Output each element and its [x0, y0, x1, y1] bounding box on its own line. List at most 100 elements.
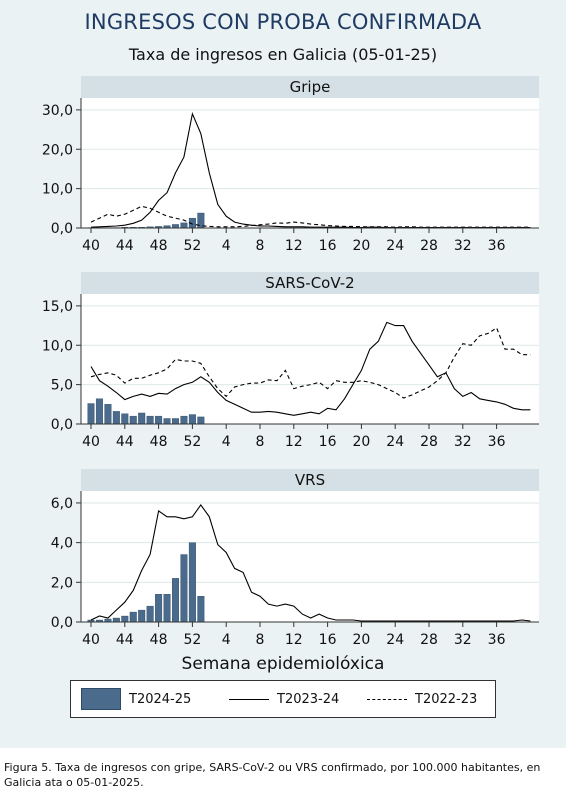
vrs-bar: [197, 596, 205, 623]
vrs-line-solid: [90, 503, 531, 622]
sars-cov-2-bar: [197, 416, 205, 425]
sars-cov-2-x-tick-label: 40: [82, 434, 100, 450]
vrs-bar: [146, 605, 154, 623]
legend-label-dashed: T2022-23: [415, 691, 478, 707]
gripe-x-tick-label: 24: [386, 238, 404, 254]
sars-cov-2-line-dashed: [90, 327, 531, 399]
sars-cov-2-plot-bg: [81, 294, 539, 424]
sars-cov-2-x-tick-label: 16: [319, 434, 337, 450]
gripe-y-tick-label: 10,0: [42, 182, 73, 198]
sars-cov-2-y-tick-label: 5,0: [51, 378, 73, 394]
sars-cov-2-x-tick-label: 44: [116, 434, 134, 450]
sars-cov-2-bar: [121, 413, 129, 425]
gripe-line-dashed: [90, 205, 531, 228]
sars-cov-2-x-tick-label: 4: [222, 434, 231, 450]
sars-cov-2-bar: [171, 418, 179, 425]
sars-cov-2-x-tick-label: 32: [454, 434, 472, 450]
vrs-bar: [121, 615, 129, 623]
gripe-y-tick-label: 0,0: [51, 221, 73, 237]
vrs-panel-title: VRS: [295, 471, 325, 489]
vrs-x-tick-label: 20: [352, 632, 370, 648]
vrs-x-tick-label: 24: [386, 632, 404, 648]
vrs-y-tick-label: 0,0: [51, 615, 73, 631]
vrs-x-tick-label: 8: [256, 632, 265, 648]
sars-cov-2-bar: [129, 415, 137, 425]
sars-cov-2-bar: [112, 411, 120, 425]
caption-line-2: Galicia ata o 05-01-2025.: [4, 776, 144, 789]
gripe-x-tick-label: 36: [488, 238, 506, 254]
vrs-bar: [188, 542, 196, 623]
gripe-x-tick-label: 40: [82, 238, 100, 254]
vrs-x-tick-label: 40: [82, 632, 100, 648]
sars-cov-2-x-tick-label: 36: [488, 434, 506, 450]
legend-item-solid: T2023-24: [229, 681, 339, 717]
sars-cov-2-y-tick-label: 15,0: [42, 299, 73, 315]
vrs-x-tick-label: 32: [454, 632, 472, 648]
sars-cov-2-x-tick-label: 28: [420, 434, 438, 450]
legend-swatch-dashed: [367, 698, 407, 700]
sars-cov-2-panel-title: SARS-CoV-2: [265, 274, 354, 292]
gripe-bar: [171, 224, 179, 229]
gripe-y-tick-label: 30,0: [42, 103, 73, 119]
legend-swatch-solid: [229, 698, 269, 700]
vrs-bar: [180, 554, 188, 623]
gripe-x-tick-label: 8: [256, 238, 265, 254]
sars-cov-2-bar: [155, 415, 163, 425]
gripe-y-tick-label: 20,0: [42, 142, 73, 158]
gripe-x-tick-label: 32: [454, 238, 472, 254]
vrs-x-tick-label: 12: [285, 632, 303, 648]
gripe-strip: [81, 76, 539, 98]
vrs-bar: [155, 594, 163, 623]
vrs-bar: [112, 617, 120, 623]
sars-cov-2-bar: [87, 403, 95, 425]
sars-cov-2-line-solid: [90, 321, 531, 416]
legend-item-bar: T2024-25: [81, 681, 191, 717]
vrs-x-tick-label: 28: [420, 632, 438, 648]
vrs-x-tick-label: 16: [319, 632, 337, 648]
gripe-x-tick-label: 52: [183, 238, 201, 254]
vrs-y-tick-label: 2,0: [51, 575, 73, 591]
sars-cov-2-bar: [146, 415, 154, 425]
legend-swatch-bar: [81, 688, 121, 710]
legend: T2024-25 T2023-24 T2022-23: [70, 680, 496, 718]
gripe-x-tick-label: 12: [285, 238, 303, 254]
sars-cov-2-bar: [95, 398, 103, 425]
sars-cov-2-x-tick-label: 12: [285, 434, 303, 450]
vrs-x-tick-label: 4: [222, 632, 231, 648]
vrs-x-tick-label: 44: [116, 632, 134, 648]
chart-subtitle: Taxa de ingresos en Galicia (05-01-25): [128, 45, 438, 64]
gripe-panel-title: Gripe: [290, 78, 331, 96]
sars-cov-2-y-tick-label: 0,0: [51, 417, 73, 433]
gripe-x-tick-label: 44: [116, 238, 134, 254]
vrs-bar: [129, 611, 137, 623]
gripe-x-tick-label: 20: [352, 238, 370, 254]
vrs-x-tick-label: 52: [183, 632, 201, 648]
sars-cov-2-y-tick-label: 10,0: [42, 338, 73, 354]
sars-cov-2-x-tick-label: 24: [386, 434, 404, 450]
figure-caption: Figura 5. Taxa de ingresos con gripe, SA…: [4, 760, 564, 790]
chart-title: INGRESOS CON PROBA CONFIRMADA: [84, 10, 482, 34]
vrs-y-tick-label: 6,0: [51, 496, 73, 512]
gripe-bar: [180, 222, 188, 229]
gripe-x-tick-label: 48: [150, 238, 168, 254]
vrs-y-tick-label: 4,0: [51, 536, 73, 552]
sars-cov-2-x-tick-label: 8: [256, 434, 265, 450]
legend-item-dashed: T2022-23: [367, 681, 477, 717]
vrs-strip: [81, 469, 539, 491]
caption-line-1: Figura 5. Taxa de ingresos con gripe, SA…: [4, 761, 541, 774]
vrs-x-tick-label: 36: [488, 632, 506, 648]
sars-cov-2-bar: [104, 404, 112, 425]
sars-cov-2-bar: [138, 412, 146, 425]
vrs-bar: [138, 609, 146, 623]
sars-cov-2-bar: [163, 418, 171, 425]
sars-cov-2-x-tick-label: 52: [183, 434, 201, 450]
vrs-x-tick-label: 48: [150, 632, 168, 648]
sars-cov-2-strip: [81, 272, 539, 294]
gripe-x-tick-label: 16: [319, 238, 337, 254]
vrs-bar: [163, 594, 171, 623]
sars-cov-2-x-tick-label: 48: [150, 434, 168, 450]
gripe-x-tick-label: 28: [420, 238, 438, 254]
sars-cov-2-bar: [188, 414, 196, 425]
sars-cov-2-x-tick-label: 20: [352, 434, 370, 450]
